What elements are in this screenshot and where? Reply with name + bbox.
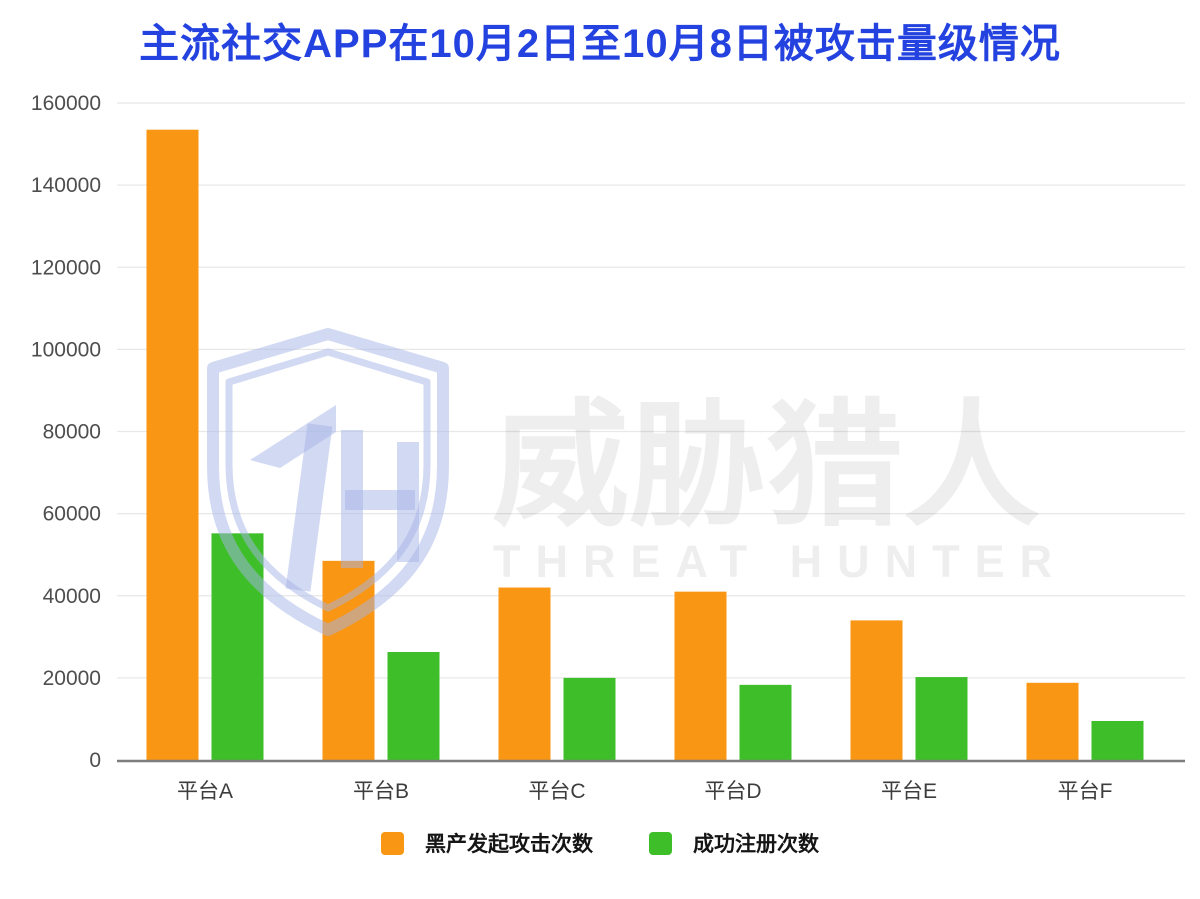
monogram-t-arm bbox=[250, 405, 336, 468]
y-axis-tick-label: 40000 bbox=[43, 585, 101, 608]
monogram-t-stem bbox=[285, 423, 333, 592]
legend-item-attack-count[interactable]: 黑产发起攻击次数 bbox=[381, 828, 593, 858]
y-axis-tick-label: 0 bbox=[89, 749, 101, 772]
y-axis-tick-label: 100000 bbox=[31, 338, 101, 361]
bar-attacks-平台B bbox=[322, 560, 375, 760]
chart-legend: 黑产发起攻击次数 成功注册次数 bbox=[0, 828, 1200, 858]
bar-registrations-平台C bbox=[563, 677, 616, 760]
legend-swatch-orange bbox=[381, 831, 404, 855]
bar-attacks-平台F bbox=[1026, 682, 1079, 760]
y-axis-tick-label: 120000 bbox=[31, 256, 101, 279]
bar-registrations-平台E bbox=[915, 677, 968, 760]
y-axis-tick-label: 60000 bbox=[43, 503, 101, 526]
bar-attacks-平台D bbox=[674, 591, 727, 760]
x-axis-category-label: 平台C bbox=[528, 780, 585, 803]
bar-registrations-平台F bbox=[1091, 720, 1144, 760]
x-axis-category-label: 平台B bbox=[353, 780, 409, 803]
bar-attacks-平台A bbox=[146, 129, 199, 761]
y-axis-tick-label: 160000 bbox=[31, 92, 101, 115]
legend-swatch-green bbox=[649, 831, 672, 855]
x-axis-category-label: 平台E bbox=[881, 780, 937, 803]
legend-item-register-count[interactable]: 成功注册次数 bbox=[649, 828, 819, 858]
shield-inner-outline bbox=[225, 348, 431, 612]
x-axis-category-label: 平台D bbox=[704, 780, 761, 803]
bar-attacks-平台E bbox=[850, 620, 903, 760]
x-axis-category-label: 平台F bbox=[1058, 780, 1113, 803]
y-axis-tick-label: 80000 bbox=[43, 421, 101, 444]
legend-label-register-count: 成功注册次数 bbox=[693, 833, 819, 856]
bar-attacks-平台C bbox=[498, 587, 551, 760]
shield-logo-icon bbox=[207, 328, 449, 636]
chart-title: 主流社交APP在10月2日至10月8日被攻击量级情况 bbox=[139, 22, 1061, 66]
bar-chart-plot: 0 20000 40000 60000 80000 100000 120000 140000 1… bbox=[31, 92, 1185, 803]
bar-registrations-平台B bbox=[387, 652, 440, 760]
x-axis-category-label: 平台A bbox=[177, 780, 233, 803]
watermark-cn-text: 威胁猎人 bbox=[492, 390, 1040, 543]
y-axis-tick-label: 140000 bbox=[31, 174, 101, 197]
legend-label-attack-count: 黑产发起攻击次数 bbox=[425, 833, 593, 856]
bar-registrations-平台D bbox=[739, 684, 792, 760]
watermark-en-text: THREAT HUNTER bbox=[493, 536, 1067, 587]
y-axis-tick-label: 20000 bbox=[43, 667, 101, 690]
